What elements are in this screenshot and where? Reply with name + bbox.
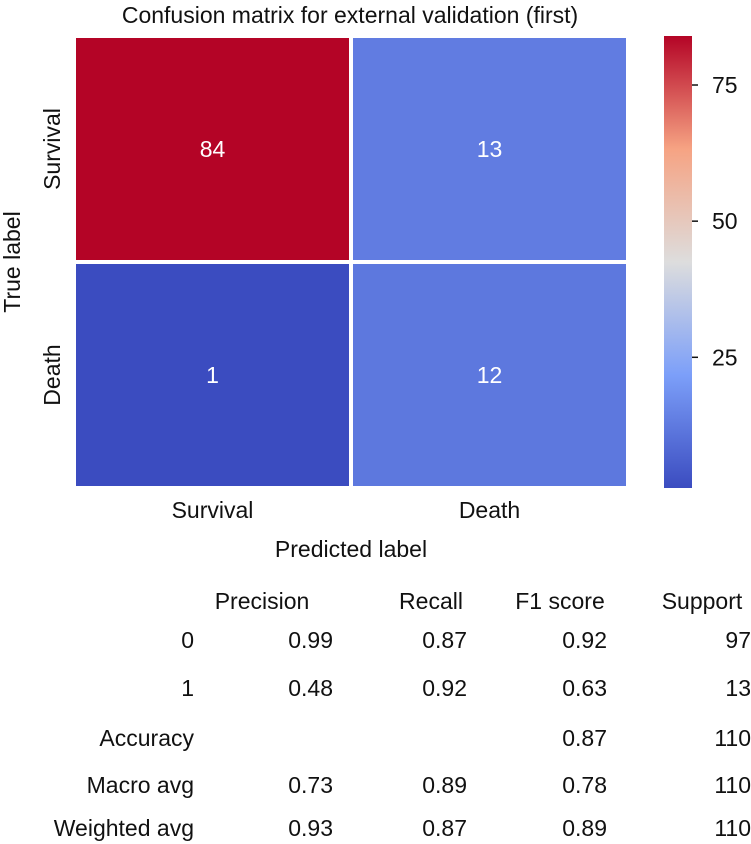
- chart-title: Confusion matrix for external validation…: [121, 2, 579, 28]
- y-tick-label: Survival: [39, 108, 65, 190]
- report-value: 110: [714, 772, 751, 798]
- report-value: 0.73: [288, 772, 333, 798]
- y-axis-label: True label: [0, 211, 25, 312]
- report-row-label: 0: [181, 627, 194, 653]
- y-tick-label: Death: [39, 344, 65, 405]
- report-value: 0.87: [562, 725, 607, 751]
- report-value: 0.89: [422, 772, 467, 798]
- classification-report: Precision Recall F1 score Support 0 0.99 0.87 0…: [0, 582, 751, 844]
- colorbar-tick-label: 75: [712, 72, 738, 98]
- x-tick-label: Survival: [172, 497, 254, 523]
- report-value: 0.93: [288, 815, 333, 841]
- report-column-header: F1 score: [515, 588, 605, 614]
- report-value: 0.92: [422, 675, 467, 701]
- report-column-header: Precision: [214, 588, 310, 614]
- colorbar-tick-label: 50: [712, 208, 738, 234]
- report-column-header: Recall: [399, 588, 463, 614]
- report-value: 0.89: [562, 815, 607, 841]
- report-value: 0.87: [422, 815, 467, 841]
- report-column-header: Support: [661, 588, 743, 614]
- report-row-label: Macro avg: [86, 772, 194, 798]
- cell-value-label: 13: [477, 136, 503, 162]
- report-row-label: 1: [181, 675, 194, 701]
- report-value: 0.87: [422, 627, 467, 653]
- cell-value-label: 12: [477, 362, 503, 388]
- heatmap-cell: [349, 260, 630, 490]
- report-value: 0.63: [562, 675, 607, 701]
- report-value: 13: [725, 675, 751, 701]
- report-value: 0.78: [562, 772, 607, 798]
- report-value: 110: [714, 725, 751, 751]
- heatmap-cell: [72, 260, 353, 490]
- report-value: 0.92: [562, 627, 607, 653]
- colorbar-tick-label: 25: [712, 344, 738, 370]
- cell-value-label: 84: [200, 136, 226, 162]
- cell-value-label: 1: [206, 362, 219, 388]
- report-value: 0.48: [288, 675, 333, 701]
- x-axis-label: Predicted label: [275, 536, 427, 562]
- confusion-matrix-chart: 84 13 1 12 Survival Death Survival Death Predict…: [0, 34, 738, 562]
- heatmap-cell: [349, 34, 630, 264]
- report-value: 110: [714, 815, 751, 841]
- report-row-label: Weighted avg: [53, 815, 194, 841]
- colorbar: [664, 36, 692, 488]
- heatmap-cell: [72, 34, 353, 264]
- report-value: 97: [725, 627, 751, 653]
- report-row-label: Accuracy: [99, 725, 194, 751]
- x-tick-label: Death: [459, 497, 520, 523]
- report-value: 0.99: [288, 627, 333, 653]
